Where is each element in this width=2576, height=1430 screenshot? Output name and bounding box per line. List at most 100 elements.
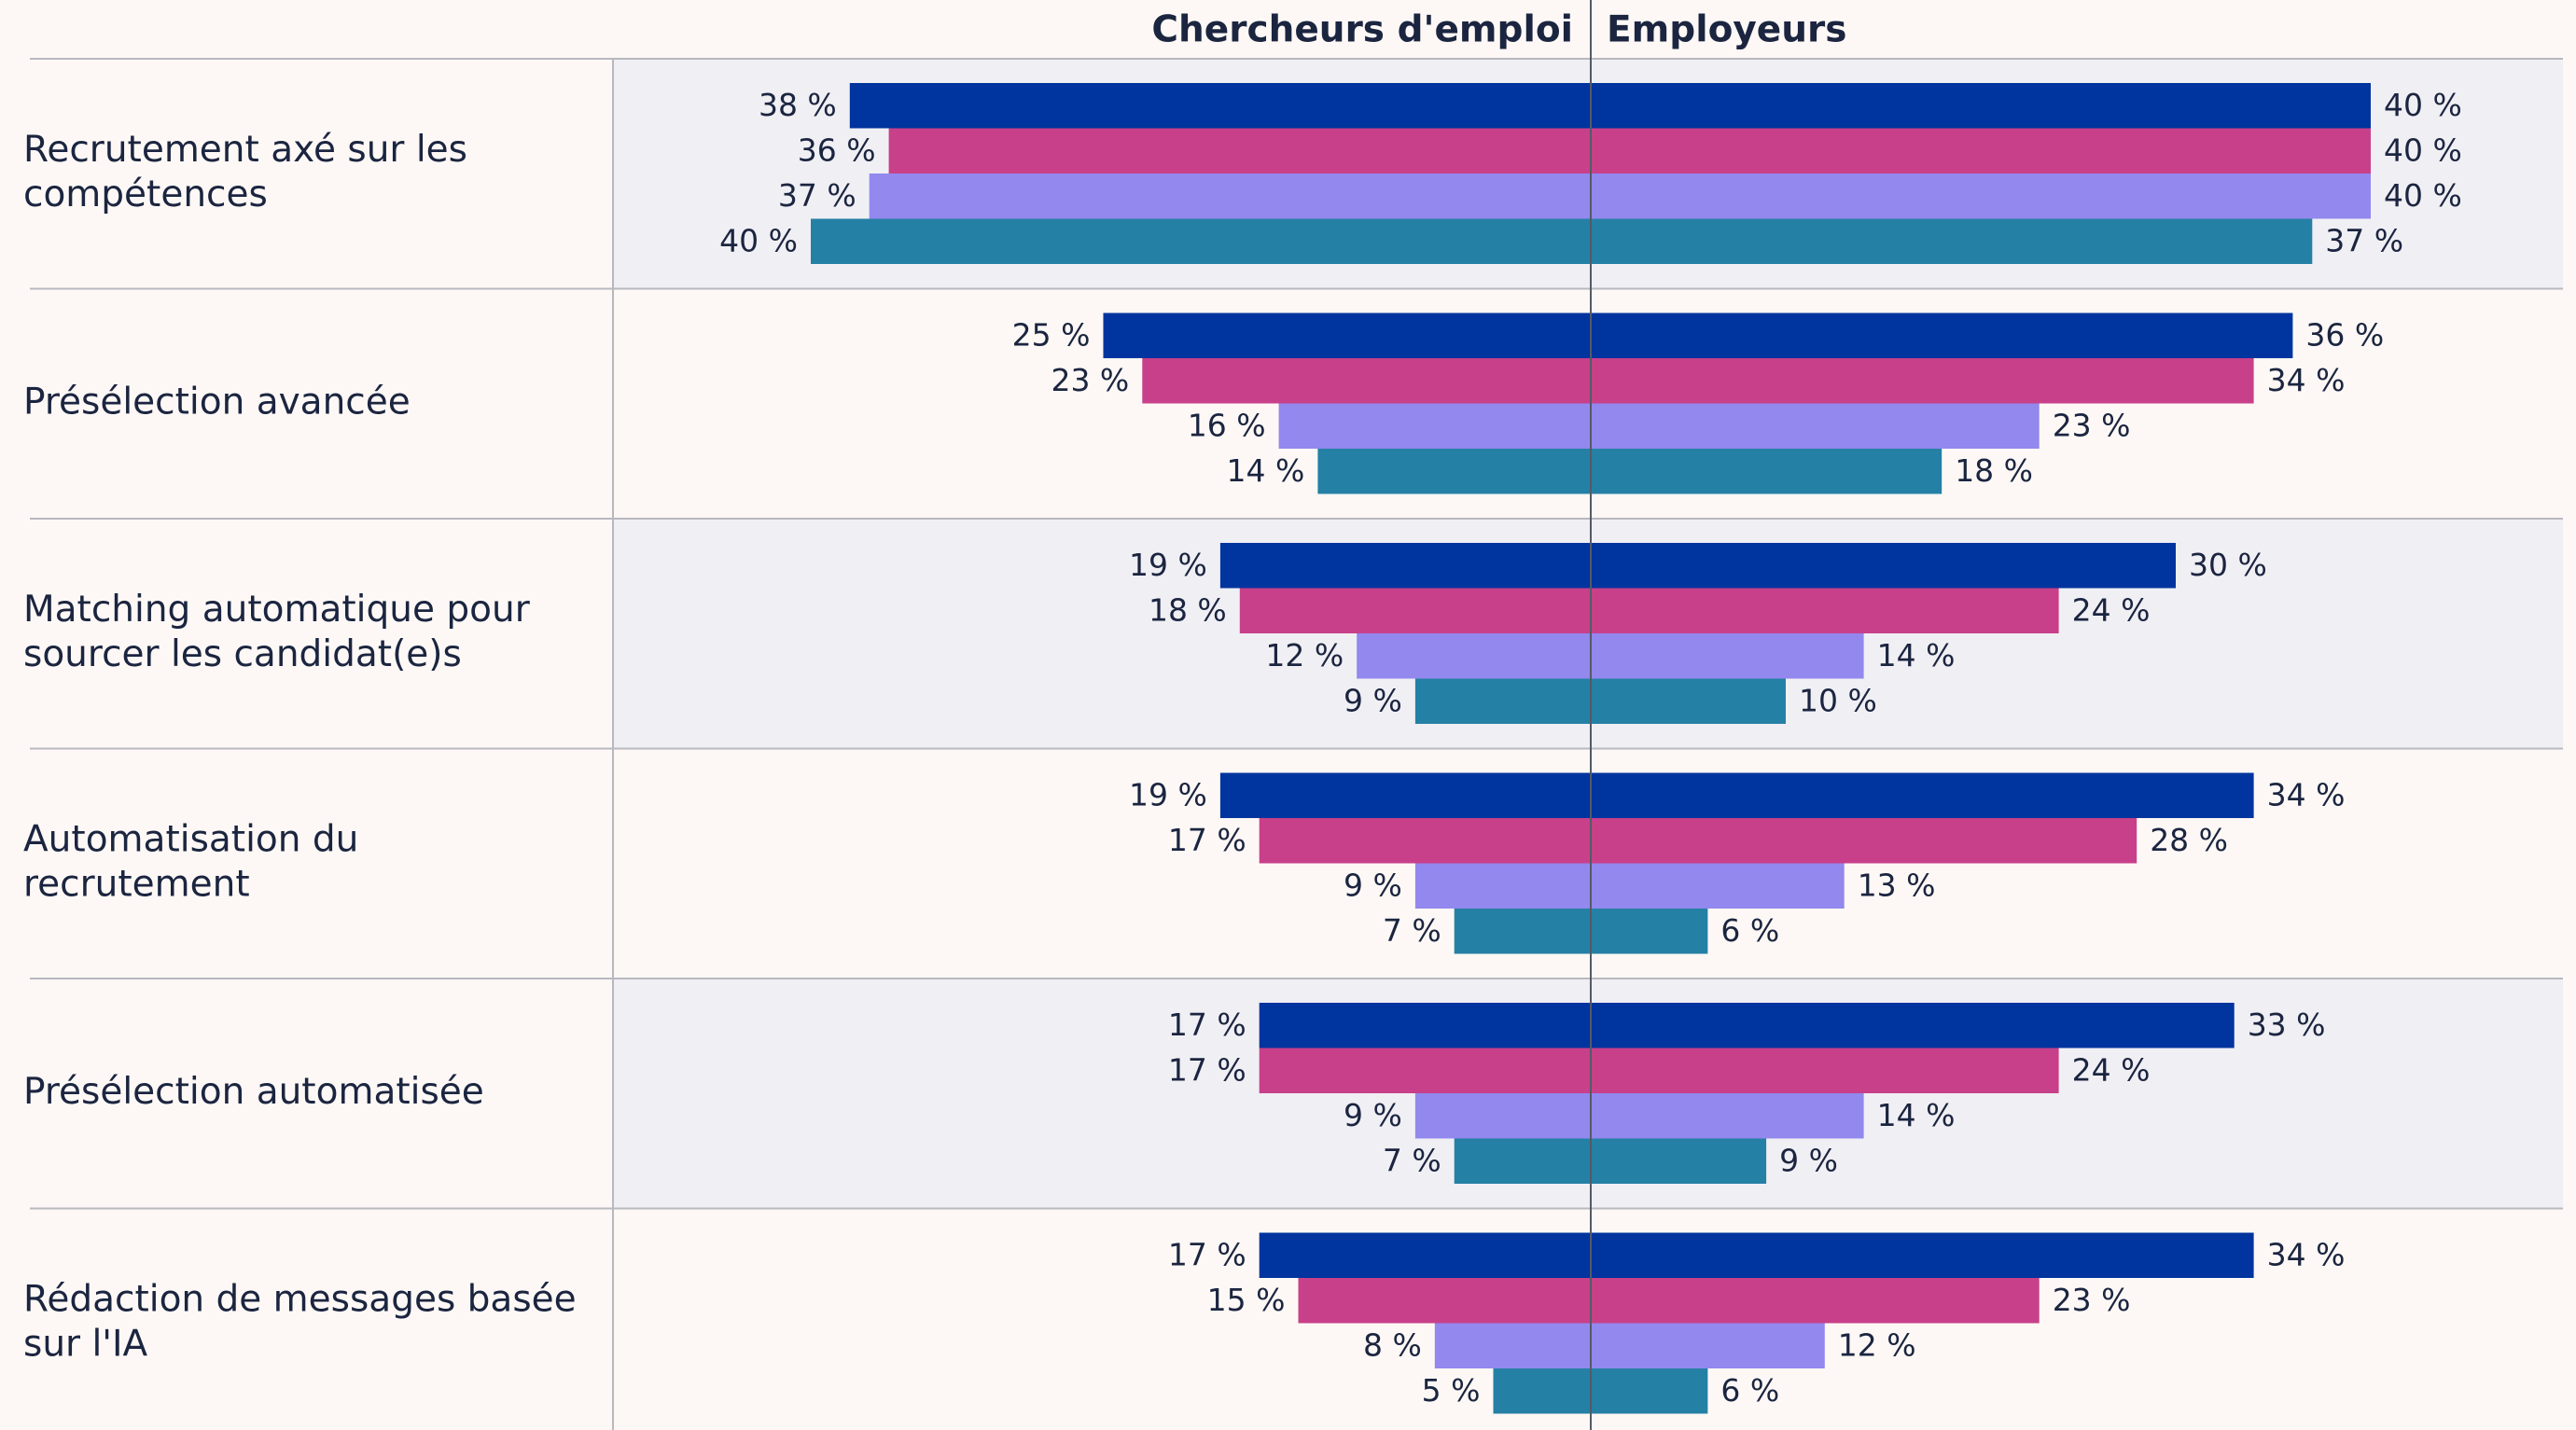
value-label: 13 % [1858,867,1936,903]
bar [1591,358,2254,404]
bar [1434,1323,1591,1368]
bar [1219,543,1591,589]
bar [1591,403,2040,449]
value-label: 36 % [798,132,876,168]
bar [1591,1093,1864,1139]
value-label: 30 % [2189,547,2267,583]
bar [1591,1232,2254,1278]
value-label: 14 % [1877,1097,1956,1133]
value-label: 8 % [1363,1326,1422,1363]
bar [1414,678,1591,724]
value-label: 38 % [759,87,837,123]
bar [1454,909,1591,954]
bar [1591,1048,2059,1093]
value-label: 6 % [1720,912,1779,949]
bar [869,174,1591,219]
bar [1298,1278,1591,1324]
category-label: Automatisation du [23,818,358,860]
bar [1591,818,2137,864]
bar [1259,818,1591,864]
bar [1591,312,2293,358]
value-label: 23 % [2053,407,2131,443]
bar [849,83,1591,129]
category-label: Recrutement axé sur les [23,129,467,171]
value-label: 6 % [1720,1372,1779,1409]
bar [1591,1138,1767,1184]
category-label: Rédaction de messages basée [23,1278,577,1320]
bar [1142,358,1591,404]
bar [1591,1003,2235,1048]
value-label: 16 % [1188,407,1266,443]
value-label: 37 % [2325,222,2403,258]
category-label: recrutement [23,863,250,905]
value-label: 17 % [1168,822,1246,858]
value-label: 10 % [1799,682,1877,718]
value-label: 24 % [2072,1051,2151,1088]
bar [1591,174,2371,219]
bar [1591,543,2176,589]
value-label: 40 % [2384,177,2462,214]
value-label: 9 % [1779,1142,1838,1178]
right-header: Employeurs [1607,9,1846,51]
value-label: 36 % [2305,316,2384,353]
bar [1591,128,2371,174]
bar [1259,1232,1591,1278]
value-label: 15 % [1207,1282,1286,1318]
category-label: Présélection automatisée [23,1071,484,1113]
category-label: sourcer les candidat(e)s [23,633,462,675]
bar [1591,1323,1825,1368]
bar [1591,678,1786,724]
bar [1591,83,2371,129]
value-label: 14 % [1877,637,1956,673]
value-label: 28 % [2150,822,2228,858]
value-label: 40 % [719,222,798,258]
bar [1414,863,1591,909]
value-label: 24 % [2072,591,2151,628]
value-label: 18 % [1955,452,2033,489]
category-label: sur l'IA [23,1323,148,1365]
value-label: 12 % [1265,637,1344,673]
category-label: Matching automatique pour [23,589,531,631]
category-label: Présélection avancée [23,381,411,423]
bar [1591,1278,2040,1324]
bar [1239,588,1591,633]
bar [1591,449,1942,494]
bar [1591,772,2254,818]
value-label: 12 % [1838,1326,1916,1363]
bar [1591,633,1864,679]
bar [1278,403,1591,449]
value-label: 23 % [1051,362,1129,398]
bar [1591,909,1708,954]
value-label: 40 % [2384,87,2462,123]
value-label: 7 % [1383,1142,1441,1178]
value-label: 5 % [1422,1372,1481,1409]
bar [1357,633,1591,679]
bar [1591,218,2313,264]
left-header: Chercheurs d'emploi [1151,9,1573,51]
value-label: 9 % [1344,1097,1402,1133]
bar [1591,1368,1708,1414]
value-label: 37 % [778,177,856,214]
bar [1259,1003,1591,1048]
value-label: 33 % [2248,1007,2326,1043]
category-label: compétences [23,174,268,215]
value-label: 7 % [1383,912,1441,949]
bar [888,128,1591,174]
bar [1591,588,2059,633]
value-label: 34 % [2267,776,2346,812]
value-label: 17 % [1168,1007,1246,1043]
value-label: 9 % [1344,682,1402,718]
value-label: 19 % [1129,776,1207,812]
bar [1454,1138,1591,1184]
value-label: 18 % [1149,591,1227,628]
bar [1103,312,1591,358]
bar [1317,449,1591,494]
value-label: 34 % [2267,362,2346,398]
bar [1219,772,1591,818]
value-label: 17 % [1168,1051,1246,1088]
value-label: 34 % [2267,1236,2346,1272]
bar [1493,1368,1591,1414]
value-label: 25 % [1012,316,1091,353]
